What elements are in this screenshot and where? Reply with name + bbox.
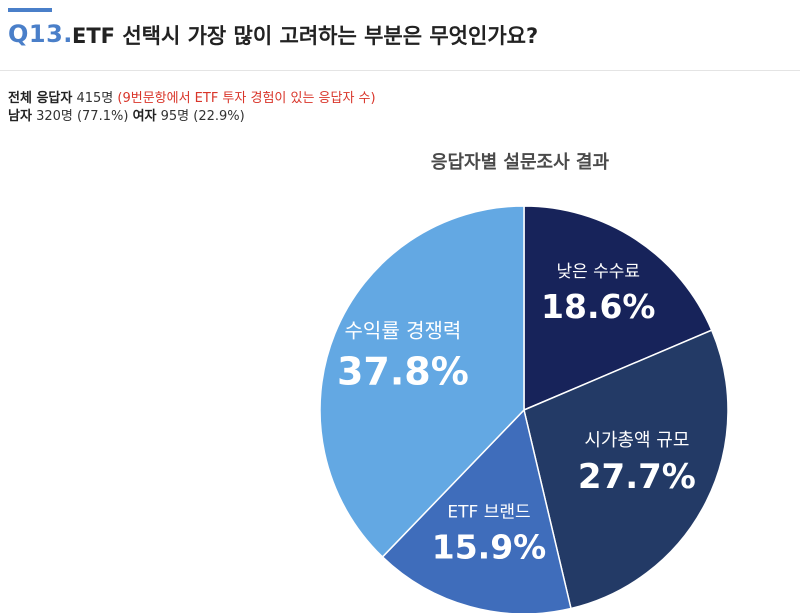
chart-title: 응답자별 설문조사 결과 [430,152,610,173]
question-title: ETF 선택시 가장 많이 고려하는 부분은 무엇인가요? [72,24,539,48]
slice-value-label: 27.7% [578,457,696,497]
pie-slice [319,205,525,559]
slice-value-label: 37.8% [337,350,469,394]
female-value: 95명 (22.9%) [160,109,245,124]
slice-label: 낮은 수수료 [556,262,640,282]
total-value: 415명 [76,91,114,106]
slice-label: 수익률 경쟁력 [345,319,462,343]
male-label: 남자 [8,109,32,124]
respondent-total-line: 전체 응답자 415명 (9번문항에서 ETF 투자 경험이 있는 응답자 수) [8,87,376,106]
slice-label: 시가총액 규모 [584,430,689,451]
respondent-gender-line: 남자 320명 (77.1%) 여자 95명 (22.9%) [8,105,245,124]
female-label: 여자 [132,109,157,124]
divider [0,70,800,71]
slice-value-label: 15.9% [432,527,547,566]
pie-slice [523,205,713,412]
total-label: 전체 응답자 [8,91,73,106]
total-note: (9번문항에서 ETF 투자 경험이 있는 응답자 수) [117,91,376,106]
male-value: 320명 (77.1%) [36,109,129,124]
pie-slice [381,408,572,613]
slice-label: ETF 브랜드 [447,502,530,522]
question-number: Q13. [8,20,73,48]
pie-slice [523,329,729,610]
slice-value-label: 18.6% [541,287,656,326]
question-accent-bar [8,8,52,12]
